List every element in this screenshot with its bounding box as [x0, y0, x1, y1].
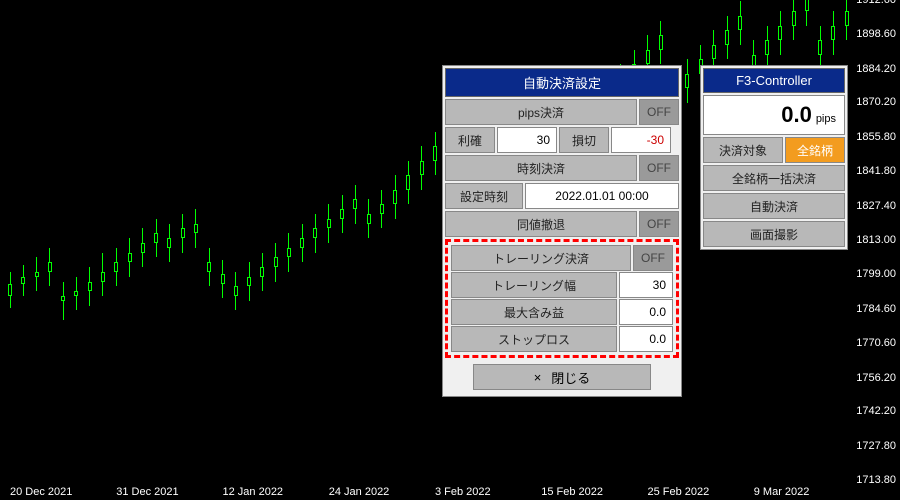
xtick-label: 24 Jan 2022: [329, 486, 390, 498]
settle-target-button[interactable]: 全銘柄: [785, 137, 845, 163]
trailing-settle-toggle[interactable]: OFF: [633, 245, 673, 271]
ytick-label: 1770.60: [856, 337, 896, 349]
ytick-label: 1841.80: [856, 165, 896, 177]
time-settle-toggle[interactable]: OFF: [639, 155, 679, 181]
take-profit-input[interactable]: 30: [497, 127, 557, 153]
ytick-label: 1742.20: [856, 405, 896, 417]
xtick-label: 20 Dec 2021: [10, 486, 72, 498]
breakeven-toggle[interactable]: OFF: [639, 211, 679, 237]
trailing-settle-label[interactable]: トレーリング決済: [451, 245, 631, 271]
max-profit-value: 0.0: [619, 299, 673, 325]
auto-settle-button[interactable]: 自動決済: [703, 193, 845, 219]
trailing-width-input[interactable]: 30: [619, 272, 673, 298]
ytick-label: 1813.00: [856, 234, 896, 246]
screenshot-button[interactable]: 画面撮影: [703, 221, 845, 247]
close-icon: ×: [534, 370, 542, 385]
set-time-input[interactable]: 2022.01.01 00:00: [525, 183, 679, 209]
settle-target-label: 決済対象: [703, 137, 783, 163]
stoploss-value: 0.0: [619, 326, 673, 352]
ytick-label: 1727.80: [856, 440, 896, 452]
time-axis: 20 Dec 2021 31 Dec 2021 12 Jan 2022 24 Jan …: [0, 480, 850, 500]
set-time-label: 設定時刻: [445, 183, 523, 209]
auto-settlement-panel[interactable]: 自動決済設定 pips決済 OFF 利確 30 損切 -30 時刻決済 OFF …: [442, 65, 682, 397]
ytick-label: 1855.80: [856, 131, 896, 143]
panel-title: 自動決済設定: [445, 68, 679, 97]
pips-settle-label[interactable]: pips決済: [445, 99, 637, 125]
ytick-label: 1827.40: [856, 200, 896, 212]
xtick-label: 31 Dec 2021: [116, 486, 178, 498]
stop-loss-input[interactable]: -30: [611, 127, 671, 153]
xtick-label: 15 Feb 2022: [541, 486, 603, 498]
stoploss-label: ストップロス: [451, 326, 617, 352]
xtick-label: 25 Feb 2022: [648, 486, 710, 498]
ytick-label: 1756.20: [856, 372, 896, 384]
f3-controller-panel[interactable]: F3-Controller 0.0 pips 決済対象 全銘柄 全銘柄一括決済 自…: [700, 65, 848, 250]
pips-value: 0.0: [781, 102, 812, 127]
breakeven-label[interactable]: 同値撤退: [445, 211, 637, 237]
take-profit-label: 利確: [445, 127, 495, 153]
ytick-label: 1912.60: [856, 0, 896, 6]
price-axis: 1912.60 1898.60 1884.20 1870.20 1855.80 1841.…: [850, 0, 900, 480]
pips-display: 0.0 pips: [703, 95, 845, 135]
xtick-label: 3 Feb 2022: [435, 486, 491, 498]
stop-loss-label: 損切: [559, 127, 609, 153]
trailing-highlight-box: トレーリング決済 OFF トレーリング幅 30 最大含み益 0.0 ストップロス…: [445, 239, 679, 358]
ytick-label: 1898.60: [856, 28, 896, 40]
ytick-label: 1799.00: [856, 268, 896, 280]
pips-unit: pips: [816, 113, 836, 125]
ytick-label: 1870.20: [856, 96, 896, 108]
xtick-label: 12 Jan 2022: [223, 486, 284, 498]
bulk-settle-button[interactable]: 全銘柄一括決済: [703, 165, 845, 191]
close-label: 閉じる: [551, 368, 590, 387]
ytick-label: 1713.80: [856, 474, 896, 486]
close-button[interactable]: × 閉じる: [473, 364, 651, 390]
controller-title: F3-Controller: [703, 68, 845, 93]
ytick-label: 1784.60: [856, 303, 896, 315]
max-profit-label: 最大含み益: [451, 299, 617, 325]
trailing-width-label: トレーリング幅: [451, 272, 617, 298]
pips-settle-toggle[interactable]: OFF: [639, 99, 679, 125]
xtick-label: 9 Mar 2022: [754, 486, 810, 498]
time-settle-label[interactable]: 時刻決済: [445, 155, 637, 181]
ytick-label: 1884.20: [856, 63, 896, 75]
